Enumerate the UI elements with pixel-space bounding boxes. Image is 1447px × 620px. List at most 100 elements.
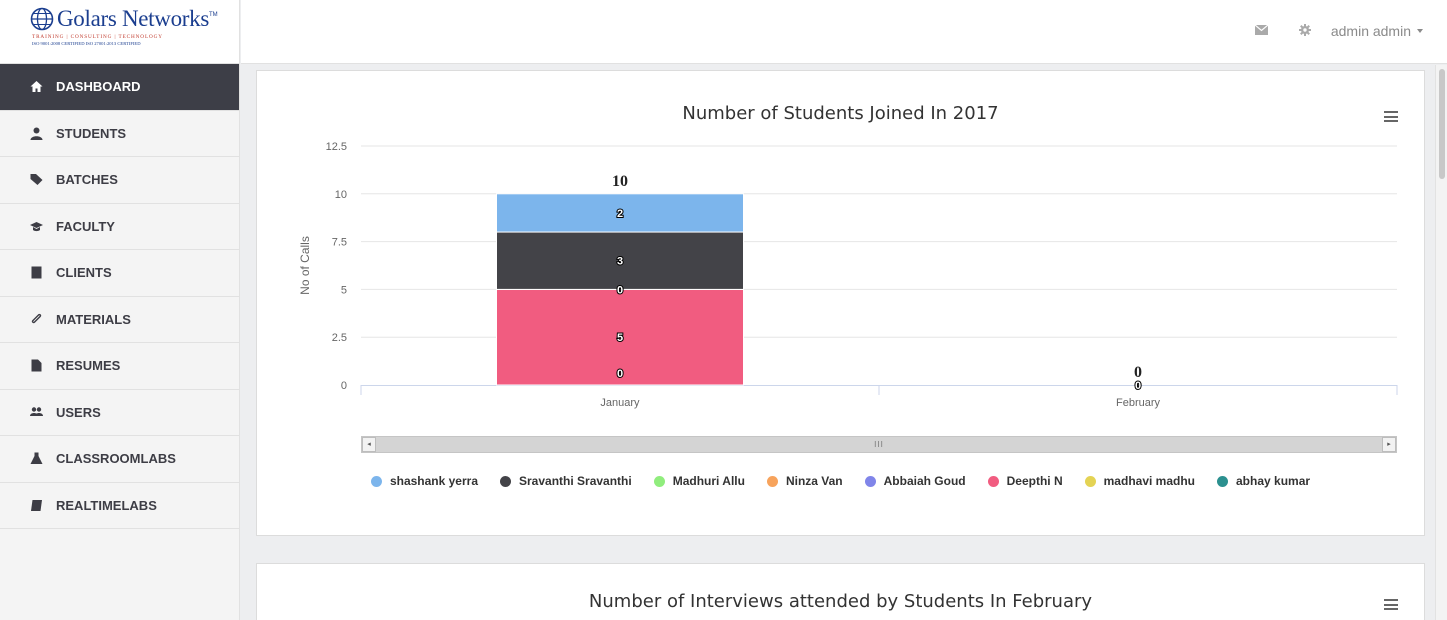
scroll-right-button[interactable]: ▸ (1382, 437, 1396, 452)
sidebar-item-dashboard[interactable]: DASHBOARD (0, 64, 239, 111)
y-tick-label: 7.5 (332, 237, 347, 249)
legend-item-ninza-van[interactable]: Ninza Van (766, 474, 843, 488)
sidebar-item-label: STUDENTS (56, 125, 127, 141)
bar-segment-sravanthi-sravanthi-january (496, 231, 744, 290)
brand-logo[interactable]: Golars Networks TM TRAINING | CONSULTING… (0, 0, 239, 64)
y-tick-label: 0 (341, 380, 347, 392)
sidebar-item-label: MATERIALS (56, 311, 131, 327)
brand-iso: ISO 9001:2008 CERTIFIED ISO 27001:2013 C… (32, 41, 141, 46)
hamburger-menu-icon[interactable] (1384, 599, 1398, 610)
sidebar-item-label: CLASSROOMLABS (56, 451, 176, 467)
legend-marker (500, 475, 511, 487)
legend-item-madhuri-allu[interactable]: Madhuri Allu (653, 474, 745, 488)
scroll-grip[interactable]: III (874, 440, 884, 449)
y-tick-label: 10 (335, 189, 347, 201)
chart-panel-students-joined: Number of Students Joined In 2017 0 2.5 5 7… (256, 70, 1425, 536)
legend-item-shashank-yerra[interactable]: shashank yerra (370, 474, 478, 488)
stack-total-label: 10 (612, 173, 628, 190)
legend-label: Madhuri Allu (672, 474, 745, 488)
paperclip-icon (30, 313, 43, 326)
chevron-down-icon (1417, 29, 1423, 33)
legend-label: Deepthi N (1006, 474, 1063, 488)
legend-marker (1084, 475, 1096, 487)
envelope-icon[interactable] (1255, 25, 1268, 35)
chart-title: Number of Interviews attended by Student… (588, 591, 1093, 612)
sidebar-item-label: RESUMES (56, 358, 121, 374)
tags-icon (30, 173, 43, 186)
sidebar-item-students[interactable]: STUDENTS (0, 111, 239, 157)
brand-trademark: TM (209, 12, 218, 18)
legend-label: Ninza Van (785, 474, 843, 488)
legend-marker (864, 475, 876, 487)
sidebar-item-label: REALTIMELABS (56, 497, 157, 513)
graduation-cap-icon (30, 220, 43, 233)
legend-item-abbaiah-goud[interactable]: Abbaiah Goud (864, 474, 966, 488)
chart-scrollbar[interactable]: ◂ III ▸ (361, 436, 1397, 453)
sidebar-item-faculty[interactable]: FACULTY (0, 204, 239, 250)
chart-legend: shashank yerra Sravanthi Sravanthi Madhuri… (257, 474, 1424, 488)
sidebar: Golars Networks TM TRAINING | CONSULTING… (0, 0, 240, 620)
data-label: 0 (617, 368, 623, 380)
home-icon (30, 80, 43, 93)
sidebar-item-batches[interactable]: BATCHES (0, 157, 239, 204)
legend-item-deepthi-n[interactable]: Deepthi N (987, 474, 1063, 488)
legend-label: abhay kumar (1236, 474, 1311, 488)
globe-icon (30, 7, 54, 31)
user-menu[interactable]: admin admin (1283, 23, 1423, 39)
user-name: admin admin (1330, 23, 1411, 39)
legend-item-abhay-kumar[interactable]: abhay kumar (1217, 474, 1310, 488)
data-label: 0 (1135, 380, 1141, 392)
y-tick-label: 12.5 (326, 141, 347, 153)
chart-title: Number of Students Joined In 2017 (682, 103, 999, 124)
sidebar-item-label: USERS (56, 404, 101, 420)
gear-icon[interactable] (1299, 24, 1311, 36)
legend-marker (1217, 475, 1228, 487)
flask-icon (30, 452, 43, 465)
top-bar: admin admin (241, 0, 1447, 64)
legend-label: Sravanthi Sravanthi (519, 474, 632, 488)
stacked-bar-chart: 0 2.5 5 7.5 10 12.5 No of Calls January February… (298, 141, 1398, 409)
legend-label: madhavi madhu (1103, 474, 1195, 488)
page-scrollbar[interactable] (1435, 65, 1447, 620)
bar-segment-deepthi-n-january (496, 288, 744, 386)
sidebar-item-users[interactable]: USERS (0, 390, 239, 436)
legend-marker (987, 475, 999, 487)
users-icon (30, 406, 43, 419)
sidebar-item-label: CLIENTS (56, 265, 112, 281)
sidebar-item-label: BATCHES (56, 172, 118, 188)
sidebar-item-resumes[interactable]: RESUMES (0, 343, 239, 390)
data-label: 2 (617, 208, 623, 220)
brand-tagline: TRAINING | CONSULTING | TECHNOLOGY (32, 34, 163, 40)
legend-marker (653, 475, 665, 487)
file-icon (30, 359, 43, 372)
sidebar-item-label: DASHBOARD (56, 79, 141, 95)
legend-label: shashank yerra (389, 474, 478, 488)
legend-item-madhavi-madhu[interactable]: madhavi madhu (1084, 474, 1195, 488)
brand-name: Golars Networks (57, 6, 209, 31)
bar-segment-shashank-yerra-january (496, 193, 744, 233)
building-icon (30, 266, 43, 279)
legend-item-sravanthi-sravanthi[interactable]: Sravanthi Sravanthi (500, 474, 632, 488)
sidebar-item-label: FACULTY (56, 218, 115, 234)
page-scroll-thumb[interactable] (1439, 69, 1445, 179)
legend-marker (766, 475, 778, 487)
legend-marker (370, 475, 382, 487)
scroll-left-button[interactable]: ◂ (362, 437, 376, 452)
sidebar-item-clients[interactable]: CLIENTS (0, 250, 239, 297)
y-tick-label: 2.5 (332, 332, 347, 344)
data-label: 5 (617, 332, 623, 344)
sidebar-item-realtimelabs[interactable]: REALTIMELABS (0, 483, 239, 529)
sidebar-item-materials[interactable]: MATERIALS (0, 297, 239, 343)
sidebar-nav: DASHBOARD STUDENTS BATCHES FACULTY CLIENTS MA… (0, 64, 239, 529)
chart-panel-interviews: Number of Interviews attended by Student… (256, 563, 1425, 620)
hamburger-menu-icon[interactable] (1384, 111, 1398, 122)
sidebar-item-classroomlabs[interactable]: CLASSROOMLABS (0, 436, 239, 483)
data-label: 3 (617, 256, 623, 268)
data-label: 0 (617, 284, 623, 296)
book-icon (30, 499, 43, 512)
y-tick-label: 5 (341, 284, 347, 296)
stack-total-label: 0 (1134, 364, 1142, 381)
x-tick-label: February (1116, 397, 1161, 409)
legend-label: Abbaiah Goud (883, 474, 966, 488)
x-tick-label: January (600, 397, 640, 409)
